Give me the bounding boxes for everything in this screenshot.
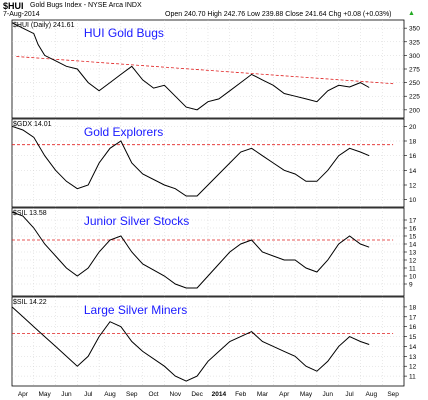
- x-tick-label: Sep: [126, 391, 138, 398]
- x-tick-label: Dec: [191, 391, 203, 398]
- panel-title: Junior Silver Stocks: [84, 214, 189, 228]
- price-line: [11, 211, 370, 289]
- y-tick-label: 225: [409, 94, 420, 101]
- y-tick-label: 17: [409, 218, 417, 225]
- x-tick-label: Sep: [387, 391, 399, 398]
- x-tick-label: Jun: [61, 391, 72, 398]
- x-tick-label: Mar: [257, 391, 269, 398]
- x-tick-label: 2014: [212, 391, 227, 398]
- y-tick-label: 18: [409, 139, 417, 146]
- y-tick-label: 10: [409, 274, 417, 281]
- y-tick-label: 300: [409, 53, 420, 60]
- x-tick-label: Aug: [104, 391, 116, 398]
- chart-header: $HUI Gold Bugs Index - NYSE Arca INDX 7-…: [0, 0, 428, 20]
- y-tick-label: 12: [409, 258, 417, 265]
- price-line: [11, 306, 370, 382]
- x-tick-label: Nov: [170, 391, 182, 398]
- series-legend: $HUI (Daily) 241.61: [13, 22, 75, 29]
- y-tick-label: 17: [409, 314, 417, 321]
- series-legend: $SIL 13.58: [13, 210, 47, 217]
- y-tick-label: 200: [409, 107, 420, 114]
- panel-title: HUI Gold Bugs: [84, 26, 164, 40]
- y-tick-label: 13: [409, 354, 417, 361]
- panel-title: Large Silver Miners: [84, 303, 187, 317]
- y-tick-label: 250: [409, 80, 420, 87]
- y-tick-label: 16: [409, 153, 417, 160]
- series-legend: $SIL 14.22: [13, 299, 47, 306]
- x-tick-label: Jul: [84, 391, 93, 398]
- x-tick-label: Feb: [235, 391, 247, 398]
- x-tick-label: Apr: [18, 391, 29, 398]
- y-tick-label: 13: [409, 250, 417, 257]
- y-tick-label: 10: [409, 197, 417, 204]
- y-tick-label: 11: [409, 266, 416, 273]
- price-line: [11, 125, 370, 197]
- panel-title: Gold Explorers: [84, 125, 163, 139]
- panel-frame: [11, 118, 405, 208]
- x-tick-label: Apr: [279, 391, 290, 398]
- x-tick-label: May: [39, 391, 52, 398]
- series-legend: $GDX 14.01: [13, 121, 52, 128]
- y-tick-label: 15: [409, 334, 417, 341]
- panel-4: 11 12 13 14 15 16 17 18 $SIL 14.22 Large Silver M…: [11, 296, 417, 387]
- x-tick-label: Jun: [323, 391, 334, 398]
- x-tick-label: Jul: [345, 391, 354, 398]
- y-tick-label: 12: [409, 364, 417, 371]
- y-tick-label: 11: [409, 374, 416, 381]
- chart-date: 7-Aug-2014: [3, 11, 40, 18]
- y-tick-label: 275: [409, 67, 420, 74]
- resistance-line: [16, 56, 394, 85]
- y-tick-label: 16: [409, 226, 417, 233]
- y-tick-label: 14: [409, 344, 417, 351]
- panel-2: 10 12 14 16 18 20 $GDX 14.01 Gold Explorers: [11, 118, 417, 208]
- y-tick-label: 18: [409, 304, 417, 311]
- y-tick-label: 325: [409, 39, 420, 46]
- index-name: Gold Bugs Index - NYSE Arca INDX: [30, 2, 142, 9]
- panel-frame: [11, 296, 405, 387]
- y-tick-label: 14: [409, 168, 417, 175]
- y-tick-label: 350: [409, 26, 420, 33]
- y-tick-label: 14: [409, 242, 417, 249]
- x-tick-label: Aug: [366, 391, 378, 398]
- y-tick-label: 12: [409, 183, 417, 190]
- y-tick-label: 20: [409, 124, 417, 131]
- price-line: [11, 22, 370, 111]
- x-tick-label: Oct: [148, 391, 158, 398]
- y-tick-label: 16: [409, 324, 417, 331]
- ohlc-readout: Open 240.70 High 242.76 Low 239.88 Close…: [165, 11, 392, 18]
- x-tick-label: May: [300, 391, 313, 398]
- symbol-label: $HUI: [3, 1, 24, 11]
- y-tick-label: 15: [409, 234, 417, 241]
- y-tick-label: 9: [409, 282, 413, 289]
- panel-1: 200 225 250 275 300 325 350 $HUI (Daily) 241.61…: [11, 19, 420, 119]
- ohlc-up-marker: ▲: [408, 10, 415, 17]
